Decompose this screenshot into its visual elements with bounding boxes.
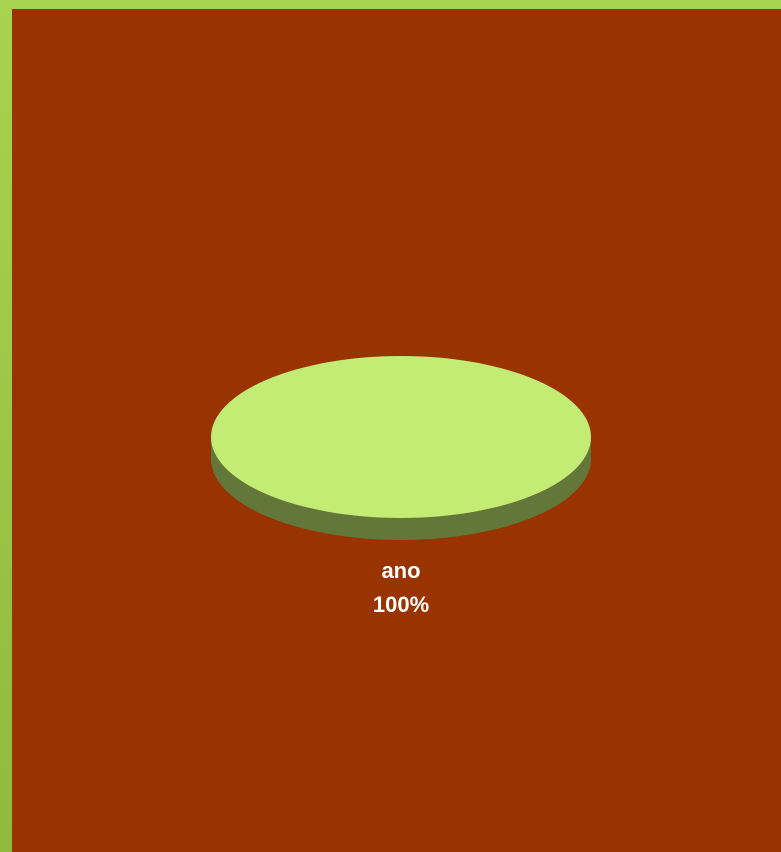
pie-group — [211, 356, 591, 540]
pie-slice-side-0 — [211, 437, 591, 540]
pie-slice-0 — [211, 356, 591, 518]
slice-label-percent: 100% — [373, 592, 429, 617]
slice-label-name: ano — [381, 558, 420, 583]
